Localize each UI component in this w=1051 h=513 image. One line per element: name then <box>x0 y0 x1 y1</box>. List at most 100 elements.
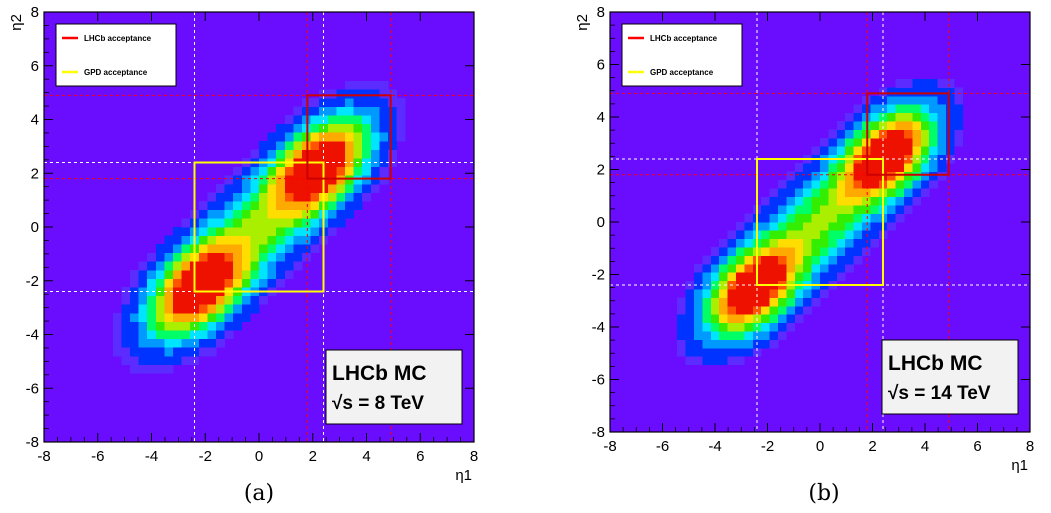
heatmap-cell <box>744 348 754 357</box>
heatmap-cell <box>327 141 337 150</box>
heatmap-cell <box>912 104 922 114</box>
annotation-background <box>325 349 463 425</box>
heatmap-cell <box>241 304 251 314</box>
heatmap-cell <box>887 96 896 105</box>
heatmap-cell <box>164 244 174 254</box>
heatmap-cell <box>276 278 286 288</box>
heatmap-cell <box>388 89 397 99</box>
heatmap-cell <box>353 106 363 116</box>
heatmap-cell <box>138 338 148 348</box>
heatmap-cell <box>336 141 346 150</box>
heatmap-cell <box>710 356 720 366</box>
heatmap-cell <box>702 339 712 349</box>
heatmap-cell <box>761 289 770 298</box>
heatmap-cell <box>828 238 838 248</box>
heatmap-cell <box>233 218 243 228</box>
heatmap-cell <box>164 347 174 357</box>
heatmap-cell <box>920 154 930 164</box>
heatmap-cell <box>929 154 938 164</box>
heatmap-cell <box>710 289 720 298</box>
heatmap-cell <box>147 356 157 365</box>
heatmap-cell <box>130 321 139 331</box>
heatmap-cell <box>310 218 320 228</box>
heatmap-cell <box>946 96 955 105</box>
heatmap-cell <box>794 163 804 172</box>
annotation-energy: √s = 14 TeV <box>888 383 991 404</box>
y-tick-label: -2 <box>592 267 605 284</box>
heatmap-cell <box>216 184 225 193</box>
heatmap-cell <box>853 171 863 181</box>
heatmap-cell <box>241 235 251 245</box>
heatmap-cell <box>198 338 208 348</box>
heatmap-cell <box>147 313 157 322</box>
heatmap-cell <box>250 304 260 314</box>
heatmap-cell <box>207 261 217 271</box>
heatmap-cell <box>181 244 191 254</box>
heatmap-cell <box>862 188 871 198</box>
heatmap-cell <box>828 180 838 189</box>
heatmap-cell <box>164 295 174 305</box>
heatmap-cell <box>379 166 389 176</box>
heatmap-cell <box>112 338 122 348</box>
heatmap-cell <box>267 278 277 288</box>
heatmap-cell <box>761 322 770 332</box>
y-tick-label: 2 <box>31 165 39 182</box>
annotation-box: LHCb MC √s = 8 TeV <box>325 349 463 425</box>
heatmap-cell <box>164 252 174 262</box>
heatmap-cell <box>379 123 389 133</box>
heatmap-cell <box>207 313 217 322</box>
heatmap-cell <box>250 149 260 159</box>
heatmap-cell <box>207 244 217 254</box>
heatmap-cell <box>216 227 225 236</box>
heatmap-cell <box>353 89 363 99</box>
heatmap-cell <box>786 297 796 307</box>
heatmap-cell <box>310 192 320 202</box>
heatmap-cell <box>259 201 268 211</box>
heatmap-cell <box>862 222 871 231</box>
heatmap-cell <box>727 264 737 273</box>
heatmap-cell <box>836 205 846 214</box>
panel-b: -8 -6 -4 -2 0 2 4 6 8 -8 -6 -4 -2 0 2 4 6 8 η1 η2 LHCb accep… <box>574 4 1034 506</box>
heatmap-cell <box>147 347 157 357</box>
heatmap-cell <box>216 261 225 271</box>
heatmap-cell <box>224 261 234 271</box>
heatmap-cell <box>241 227 251 236</box>
heatmap-cell <box>677 322 686 332</box>
heatmap-cell <box>870 163 880 172</box>
heatmap-cell <box>710 264 720 273</box>
legend-label: GPD acceptance <box>650 68 714 77</box>
x-tick-label: -2 <box>199 448 212 465</box>
heatmap-cell <box>870 188 880 198</box>
heatmap-cell <box>284 209 294 219</box>
heatmap-cell <box>336 184 346 193</box>
x-tick-label: 6 <box>973 438 981 455</box>
heatmap-cell <box>887 196 896 206</box>
heatmap-cell <box>241 261 251 271</box>
heatmap-cell <box>744 247 754 256</box>
heatmap-cell <box>836 129 846 139</box>
heatmap-cell <box>130 295 139 305</box>
heatmap-cell <box>138 321 148 331</box>
heatmap-cell <box>276 227 286 236</box>
heatmap-cell <box>845 222 854 231</box>
heatmap-cell <box>786 180 796 189</box>
heatmap-cell <box>310 166 320 176</box>
heatmap-cell <box>794 289 804 298</box>
heatmap-cell <box>836 247 846 256</box>
heatmap-cell <box>702 264 712 273</box>
heatmap-cell <box>887 171 896 181</box>
heatmap-cell <box>929 180 938 189</box>
heatmap-cell <box>862 196 871 206</box>
heatmap-cell <box>138 278 148 288</box>
heatmap-cell <box>241 166 251 176</box>
heatmap-cell <box>761 314 770 324</box>
heatmap-cell <box>828 205 838 214</box>
heatmap-cell <box>267 201 277 211</box>
legend-label: LHCb acceptance <box>650 34 718 43</box>
heatmap-cell <box>727 314 737 324</box>
heatmap-cell <box>920 171 930 181</box>
heatmap-cell <box>719 289 728 298</box>
heatmap-cell <box>887 121 896 130</box>
heatmap-cell <box>224 184 234 193</box>
heatmap-cell <box>744 222 754 231</box>
